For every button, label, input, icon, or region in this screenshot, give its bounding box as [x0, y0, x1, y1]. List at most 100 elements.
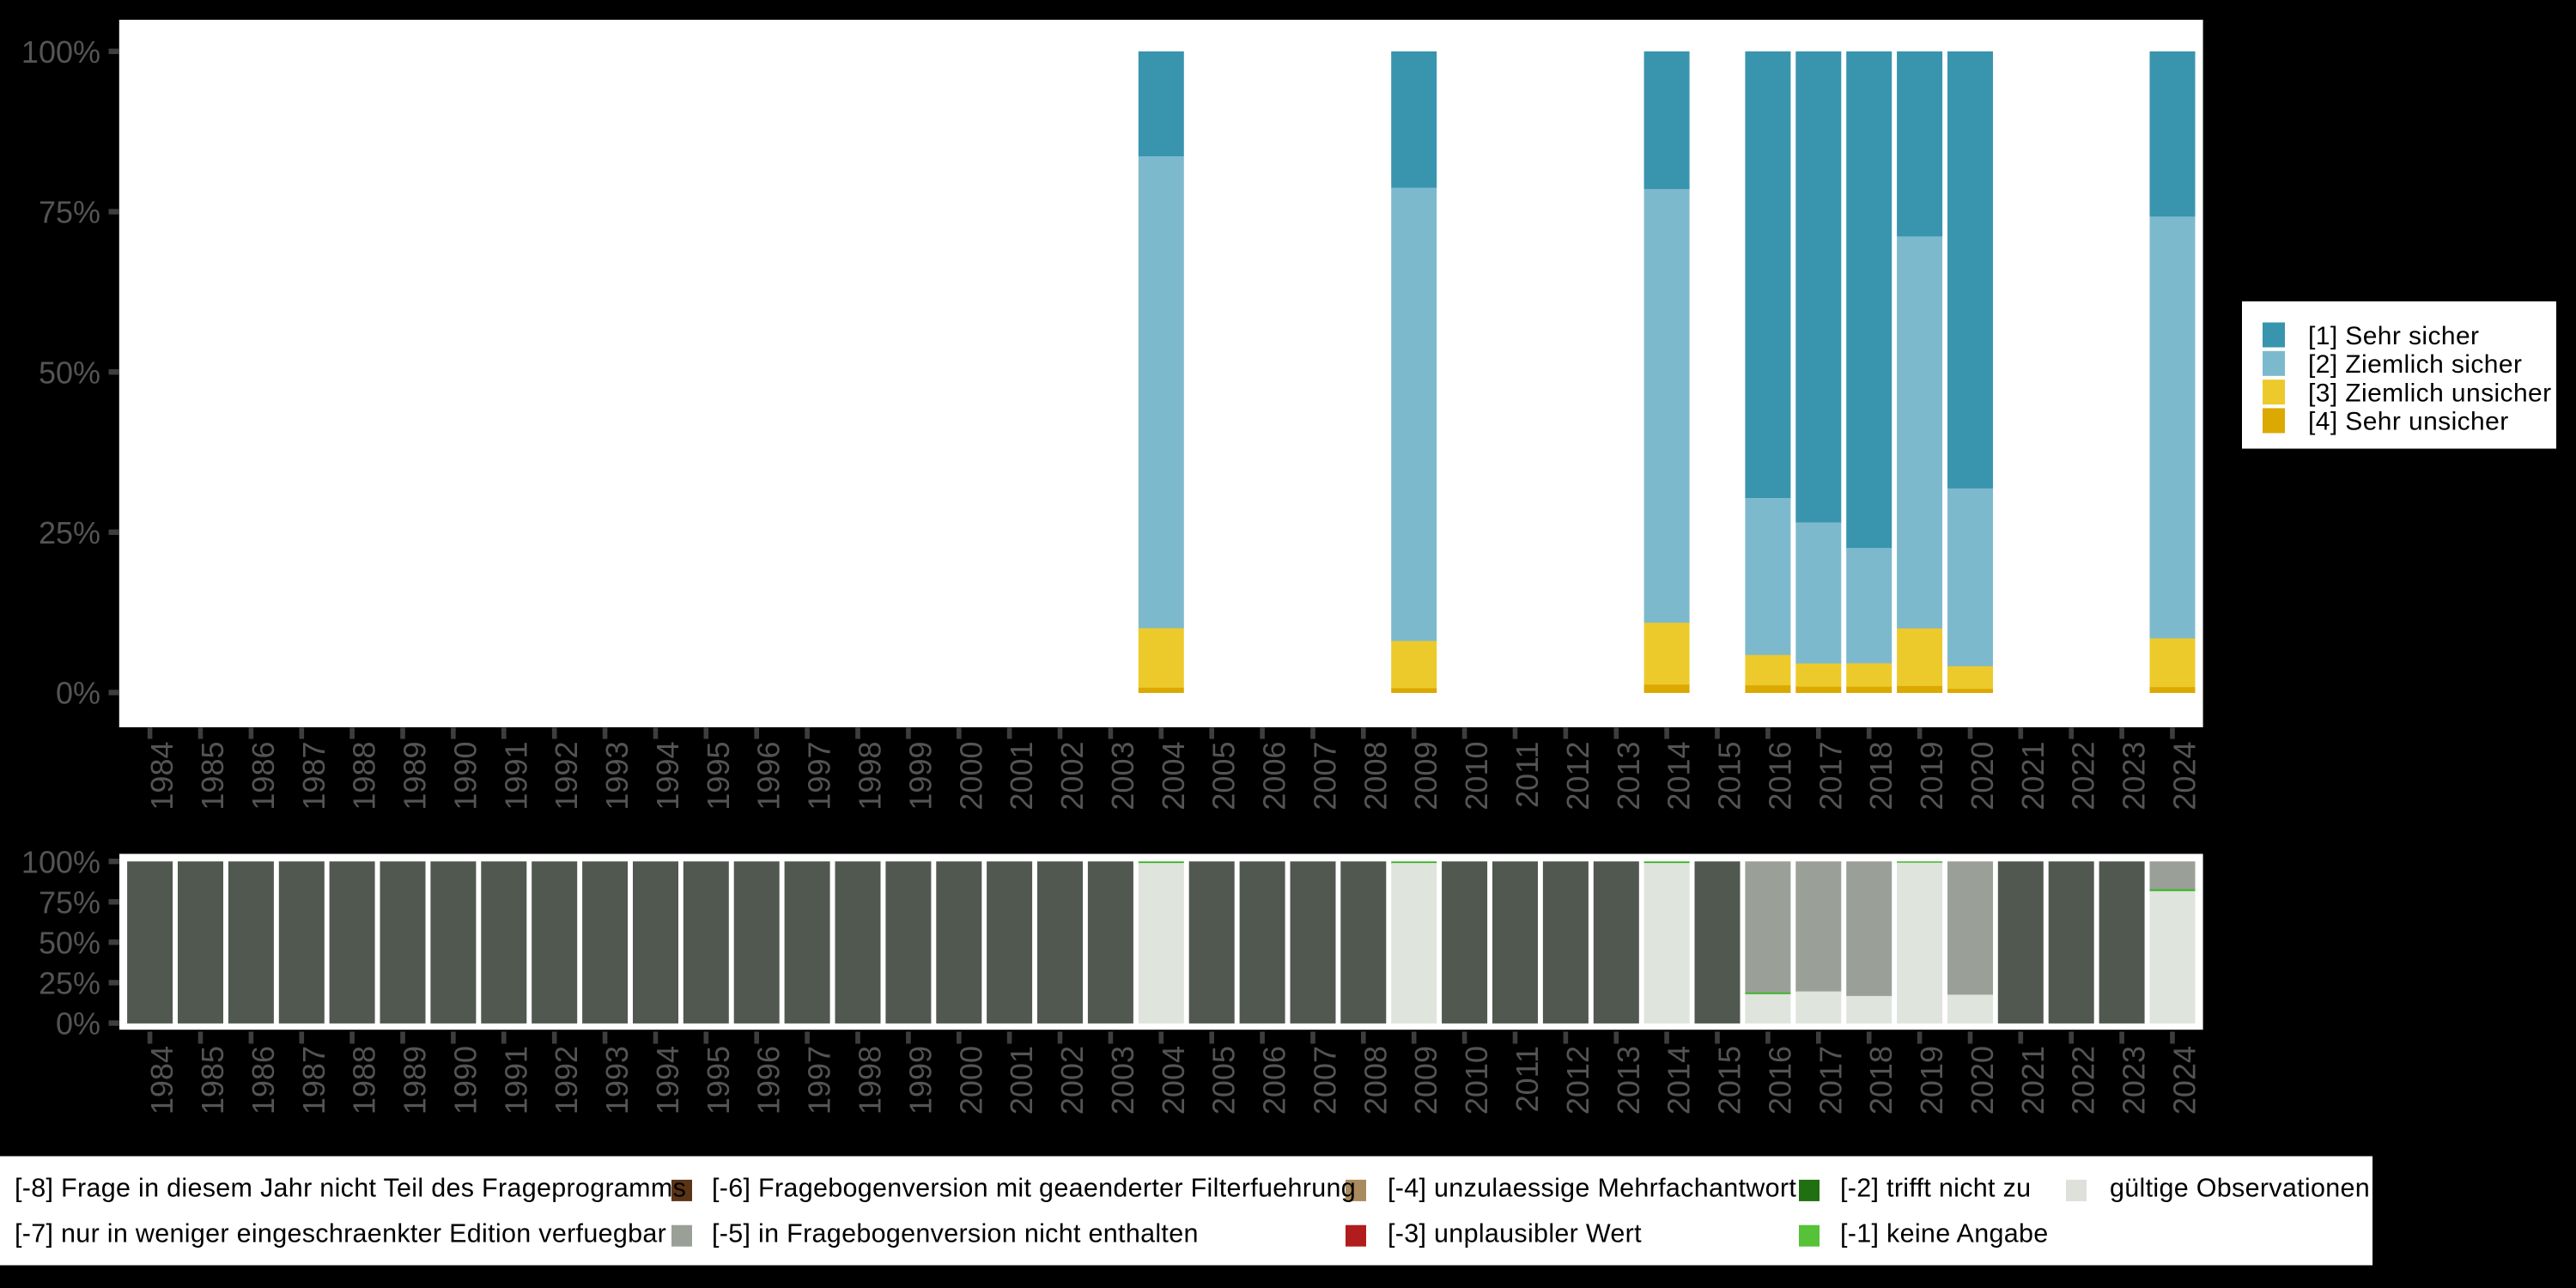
svg-text:1987: 1987: [296, 1046, 331, 1115]
svg-text:2010: 2010: [1459, 1046, 1494, 1115]
svg-text:25%: 25%: [39, 966, 100, 1001]
svg-text:2015: 2015: [1712, 1046, 1747, 1115]
svg-text:100%: 100%: [21, 34, 100, 70]
svg-text:2018: 2018: [1863, 1046, 1899, 1115]
svg-text:1994: 1994: [650, 1046, 685, 1115]
svg-text:2016: 2016: [1762, 1046, 1797, 1115]
svg-text:1996: 1996: [751, 742, 787, 811]
svg-text:2004: 2004: [1156, 742, 1191, 811]
svg-text:gültige Observationen: gültige Observationen: [2110, 1174, 2370, 1203]
svg-text:2022: 2022: [2066, 1046, 2101, 1115]
svg-text:2008: 2008: [1358, 742, 1393, 811]
svg-text:2007: 2007: [1308, 742, 1343, 811]
svg-text:[-1] keine Angabe: [-1] keine Angabe: [1840, 1219, 2049, 1249]
svg-text:50%: 50%: [39, 355, 100, 390]
svg-text:1995: 1995: [701, 742, 736, 811]
svg-text:2000: 2000: [953, 1046, 988, 1115]
svg-text:[2] Ziemlich sicher: [2] Ziemlich sicher: [2308, 350, 2522, 379]
svg-text:2011: 2011: [1510, 742, 1545, 808]
svg-text:2008: 2008: [1358, 1046, 1393, 1115]
svg-text:2012: 2012: [1560, 1046, 1595, 1115]
svg-text:1990: 1990: [447, 1046, 483, 1115]
svg-text:2020: 2020: [1965, 1046, 2000, 1115]
svg-text:1995: 1995: [701, 1046, 736, 1115]
svg-text:1989: 1989: [398, 1046, 433, 1115]
svg-text:1989: 1989: [398, 742, 433, 811]
svg-text:1997: 1997: [802, 1046, 837, 1115]
svg-text:[4] Sehr unsicher: [4] Sehr unsicher: [2308, 408, 2509, 436]
svg-text:2015: 2015: [1712, 742, 1747, 811]
svg-text:2021: 2021: [2015, 742, 2050, 811]
svg-text:1993: 1993: [599, 1046, 635, 1115]
svg-text:1997: 1997: [802, 742, 837, 811]
svg-text:1985: 1985: [195, 742, 230, 811]
svg-text:1986: 1986: [246, 1046, 281, 1115]
svg-text:1996: 1996: [751, 1046, 787, 1115]
svg-text:1985: 1985: [195, 1046, 230, 1115]
svg-text:2007: 2007: [1308, 1046, 1343, 1115]
svg-text:1991: 1991: [498, 1046, 533, 1115]
svg-text:1999: 1999: [902, 1046, 938, 1115]
svg-text:0%: 0%: [56, 1006, 100, 1042]
svg-text:2022: 2022: [2066, 742, 2101, 811]
svg-text:1988: 1988: [347, 742, 382, 811]
svg-text:50%: 50%: [39, 925, 100, 960]
svg-text:1992: 1992: [549, 742, 584, 811]
svg-text:1984: 1984: [144, 1046, 179, 1115]
svg-text:2002: 2002: [1054, 742, 1090, 811]
svg-text:0%: 0%: [56, 676, 100, 711]
svg-text:1986: 1986: [246, 742, 281, 811]
svg-text:100%: 100%: [21, 844, 100, 879]
svg-text:2017: 2017: [1813, 742, 1848, 811]
svg-text:2003: 2003: [1105, 1046, 1140, 1115]
svg-text:[-8] Frage in diesem Jahr nich: [-8] Frage in diesem Jahr nicht Teil des…: [15, 1174, 686, 1203]
svg-text:2024: 2024: [2167, 1046, 2202, 1115]
svg-text:2019: 2019: [1914, 1046, 1949, 1115]
svg-text:2021: 2021: [2015, 1046, 2050, 1115]
svg-text:2006: 2006: [1257, 1046, 1292, 1115]
svg-text:1990: 1990: [447, 742, 483, 811]
svg-text:25%: 25%: [39, 515, 100, 550]
svg-text:[-2] trifft nicht zu: [-2] trifft nicht zu: [1840, 1174, 2031, 1203]
svg-text:2020: 2020: [1965, 742, 2000, 811]
svg-text:2013: 2013: [1611, 1046, 1646, 1115]
svg-text:1992: 1992: [549, 1046, 584, 1115]
svg-text:2018: 2018: [1863, 742, 1899, 811]
svg-text:2002: 2002: [1054, 1046, 1090, 1115]
svg-text:1987: 1987: [296, 742, 331, 811]
svg-text:75%: 75%: [39, 884, 100, 920]
svg-text:2000: 2000: [953, 742, 988, 811]
svg-text:1998: 1998: [853, 1046, 888, 1115]
svg-text:2006: 2006: [1257, 742, 1292, 811]
svg-text:[3] Ziemlich unsicher: [3] Ziemlich unsicher: [2308, 379, 2552, 407]
svg-text:75%: 75%: [39, 195, 100, 230]
svg-text:2023: 2023: [2117, 742, 2152, 811]
svg-text:2014: 2014: [1662, 742, 1697, 811]
svg-text:1993: 1993: [599, 742, 635, 811]
svg-text:2012: 2012: [1560, 742, 1595, 811]
svg-text:2013: 2013: [1611, 742, 1646, 811]
svg-text:1988: 1988: [347, 1046, 382, 1115]
svg-text:2016: 2016: [1762, 742, 1797, 811]
svg-text:1991: 1991: [498, 742, 533, 811]
svg-text:2024: 2024: [2167, 742, 2202, 811]
svg-text:2019: 2019: [1914, 742, 1949, 811]
svg-text:2023: 2023: [2117, 1046, 2152, 1115]
svg-text:2005: 2005: [1206, 742, 1242, 811]
svg-text:2003: 2003: [1105, 742, 1140, 811]
svg-text:[-6] Fragebogenversion mit gea: [-6] Fragebogenversion mit geaenderter F…: [712, 1174, 1356, 1203]
svg-text:2005: 2005: [1206, 1046, 1242, 1115]
svg-text:[-4] unzulaessige Mehrfachantw: [-4] unzulaessige Mehrfachantwort: [1388, 1174, 1796, 1203]
svg-text:2001: 2001: [1004, 1046, 1039, 1115]
svg-text:1999: 1999: [902, 742, 938, 811]
svg-text:2004: 2004: [1156, 1046, 1191, 1115]
svg-text:2009: 2009: [1408, 1046, 1443, 1115]
svg-text:1994: 1994: [650, 742, 685, 811]
svg-text:2017: 2017: [1813, 1046, 1848, 1115]
svg-text:[-7] nur in weniger eingeschra: [-7] nur in weniger eingeschraenkter Edi…: [15, 1219, 666, 1249]
svg-text:[1] Sehr sicher: [1] Sehr sicher: [2308, 322, 2479, 350]
svg-text:2014: 2014: [1662, 1046, 1697, 1115]
svg-text:2011: 2011: [1510, 1046, 1545, 1112]
svg-text:2010: 2010: [1459, 742, 1494, 811]
svg-text:1998: 1998: [853, 742, 888, 811]
